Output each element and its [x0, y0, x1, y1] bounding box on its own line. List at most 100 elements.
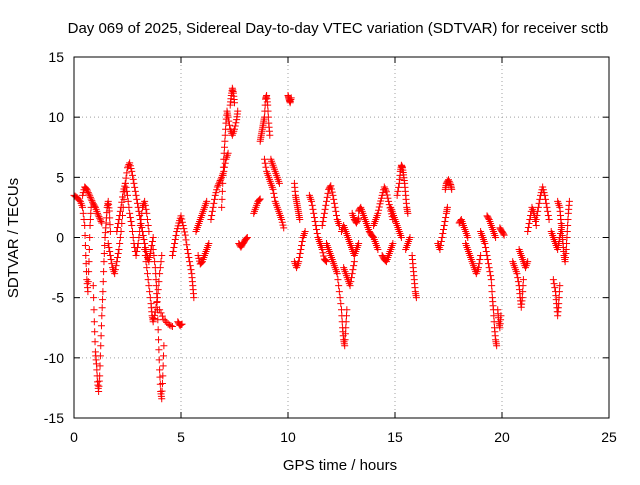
data-point [355, 214, 363, 222]
data-point [295, 254, 303, 262]
data-point [534, 203, 542, 211]
data-point [442, 213, 450, 221]
data-point [226, 121, 234, 129]
data-point [137, 215, 145, 223]
data-point [350, 262, 358, 270]
data-point [374, 209, 382, 217]
data-point [221, 143, 229, 151]
data-point [99, 288, 107, 296]
data-point [380, 183, 388, 191]
data-point [216, 178, 224, 186]
data-point [151, 311, 159, 319]
data-point [157, 309, 165, 317]
data-point [116, 240, 124, 248]
data-point [123, 169, 131, 177]
data-point [354, 216, 362, 224]
data-point [264, 101, 272, 109]
data-point [84, 288, 92, 296]
data-track-t41 [477, 227, 501, 350]
data-point [205, 240, 213, 248]
data-point [106, 214, 114, 222]
data-point [172, 231, 180, 239]
data-point [153, 298, 161, 306]
data-point [334, 276, 342, 284]
data-point [156, 366, 164, 374]
data-track-t29 [348, 209, 363, 227]
x-tick-label: 10 [280, 429, 296, 445]
data-track-t23 [290, 227, 309, 272]
data-point [150, 252, 158, 260]
data-point [145, 282, 153, 290]
data-point [436, 246, 444, 254]
data-point [231, 122, 239, 130]
data-point [133, 195, 141, 203]
data-point [220, 155, 228, 163]
data-point [448, 185, 456, 193]
data-point [149, 246, 157, 254]
data-point [101, 242, 109, 250]
data-point [337, 300, 345, 308]
data-point [149, 234, 157, 241]
data-point [99, 296, 107, 304]
data-track-t09 [168, 212, 198, 302]
data-point [186, 262, 194, 270]
data-point [394, 187, 402, 195]
data-point [441, 217, 449, 225]
data-point [158, 395, 166, 403]
data-point [105, 207, 113, 215]
data-point [218, 195, 226, 203]
data-point [84, 278, 92, 286]
data-track-t18 [256, 92, 274, 145]
data-point [119, 193, 127, 201]
data-point [393, 191, 401, 199]
data-point [321, 256, 329, 264]
data-point [144, 276, 152, 284]
data-point [203, 197, 211, 205]
data-point [96, 372, 104, 380]
data-point [445, 177, 453, 185]
data-point [100, 268, 108, 276]
data-point [318, 246, 326, 254]
data-track-t02 [79, 183, 106, 227]
data-point [126, 209, 134, 217]
data-point [86, 215, 94, 223]
y-tick-label: -15 [44, 410, 64, 426]
data-point [96, 362, 104, 370]
data-point [128, 227, 136, 235]
y-tick-label: 0 [56, 230, 64, 246]
data-point [485, 264, 493, 272]
data-point [382, 188, 390, 196]
data-point [134, 240, 142, 248]
data-point [321, 205, 329, 213]
data-point [153, 290, 161, 298]
data-point [183, 246, 191, 254]
data-point [146, 250, 154, 258]
data-point [311, 217, 319, 225]
data-point [513, 270, 521, 278]
data-point [114, 219, 122, 227]
data-point [87, 209, 95, 217]
data-point [161, 317, 169, 325]
data-point [89, 282, 97, 290]
data-point [210, 199, 218, 207]
data-track-t05 [113, 179, 153, 260]
data-track-t42 [483, 212, 500, 241]
data-point [106, 252, 114, 260]
data-track-t12 [194, 240, 213, 268]
data-point [97, 342, 105, 350]
data-point [524, 258, 532, 266]
data-point [116, 207, 124, 215]
data-point [541, 191, 549, 199]
data-point [320, 213, 328, 221]
data-track-t40 [462, 240, 485, 278]
data-point [143, 270, 151, 278]
data-point [112, 262, 120, 270]
data-point [555, 288, 563, 296]
data-point [554, 242, 562, 250]
data-point [160, 352, 168, 360]
data-point [527, 211, 535, 219]
data-point [564, 221, 572, 229]
x-tick-label: 5 [177, 429, 185, 445]
data-point [141, 246, 149, 254]
